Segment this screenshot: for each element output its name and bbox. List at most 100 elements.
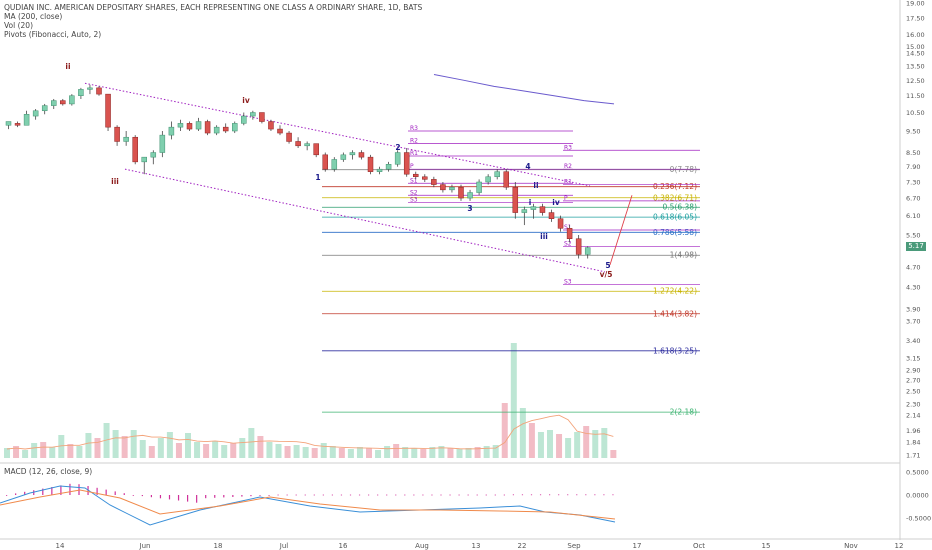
- volume-bar: [185, 433, 191, 458]
- y-tick-label: 9.50: [906, 128, 920, 136]
- macd-histogram-bar: [177, 495, 180, 501]
- candle-body: [413, 173, 419, 178]
- volume-bar: [347, 449, 354, 458]
- candle-body: [186, 123, 193, 130]
- macd-tick-label: 0.5000: [906, 469, 929, 477]
- y-tick-label: 16.00: [906, 31, 925, 39]
- candle-body: [5, 121, 12, 126]
- y-tick-label: 2.30: [906, 400, 920, 408]
- y-tick-label: 1.84: [906, 438, 920, 446]
- candle-body: [114, 126, 120, 142]
- macd-legend[interactable]: MACD (12, 26, close, 9): [4, 467, 93, 476]
- candle-body: [105, 93, 111, 128]
- volume-bar: [248, 428, 255, 458]
- macd-tick-label: 0.0000: [906, 492, 929, 500]
- macd-histogram-bar: [250, 495, 252, 497]
- y-tick-label: 7.30: [906, 179, 920, 187]
- volume-bar: [175, 443, 182, 458]
- volume-bar: [293, 445, 300, 458]
- pivots-legend[interactable]: Pivots (Fibonacci, Auto, 2): [4, 30, 102, 39]
- x-tick-label: Jun: [139, 542, 151, 550]
- candlesticks: [5, 84, 591, 259]
- volume-bar: [4, 448, 10, 458]
- candle-body: [141, 156, 147, 163]
- candle-body: [322, 154, 328, 170]
- macd-histogram-bar: [395, 494, 397, 496]
- fib-label: 0(7.78): [670, 165, 697, 174]
- volume-ma-line: [6, 414, 614, 450]
- fib-label: 1.414(3.82): [653, 309, 697, 318]
- macd-histogram-bar: [494, 494, 496, 496]
- volume-bar: [483, 446, 490, 458]
- y-tick-label: 2.90: [906, 366, 920, 374]
- ma-legend[interactable]: MA (200, close): [4, 12, 63, 21]
- candle-body: [503, 171, 509, 188]
- wave-label: 3: [467, 204, 472, 213]
- vol-legend[interactable]: Vol (20): [4, 21, 34, 30]
- macd-histogram-bar: [413, 494, 415, 496]
- volume-bar: [356, 447, 363, 458]
- candle-body: [403, 152, 410, 175]
- candle-body: [449, 186, 455, 191]
- pivot-label: R3: [410, 125, 418, 132]
- time-axis[interactable]: 14 Jun 18 Jul 16 Aug 13 22 Sep 17 Oct 15 Nov 12: [56, 542, 904, 550]
- candle-body: [394, 152, 401, 165]
- volume-bar: [384, 446, 391, 458]
- channel-lower: [124, 168, 606, 273]
- volume-bar: [474, 447, 481, 458]
- x-tick-label: 18: [214, 542, 223, 550]
- candle-body: [60, 100, 66, 105]
- y-tick-label: 7.90: [906, 163, 920, 171]
- candle-body: [78, 89, 84, 96]
- fib-label: 0.618(6.05): [653, 213, 697, 222]
- macd-histogram-bar: [558, 494, 560, 496]
- ma-line: [433, 74, 615, 105]
- volume-bar: [212, 441, 219, 458]
- pivot-label: R1: [410, 150, 418, 157]
- macd-histogram-bar: [105, 489, 107, 495]
- candle-body: [458, 186, 464, 199]
- x-tick-label: Oct: [693, 542, 705, 550]
- last-price-badge: 5.17: [906, 242, 926, 251]
- y-tick-label: 2.14: [906, 412, 920, 420]
- macd-histogram-bar: [205, 495, 207, 499]
- volume-bar: [275, 444, 282, 458]
- y-tick-label: 11.50: [906, 92, 925, 100]
- x-tick-label: 16: [339, 542, 348, 550]
- volume-bar: [411, 448, 418, 458]
- wave-label: 2: [395, 143, 400, 152]
- pivot-label: P: [564, 195, 568, 202]
- macd-histogram-bar: [594, 494, 596, 496]
- wave-label: iii: [111, 177, 119, 186]
- macd-histogram-bar: [286, 494, 288, 496]
- y-tick-label: 6.10: [906, 212, 920, 220]
- y-tick-label: 2.50: [906, 388, 920, 396]
- candle-body: [150, 152, 157, 158]
- candle-body: [512, 186, 519, 213]
- macd-histogram-bar: [15, 493, 17, 495]
- y-tick-label: 2.70: [906, 377, 920, 385]
- macd-histogram-bar: [431, 494, 433, 496]
- macd-histogram-bar: [241, 495, 243, 497]
- signal-line: [0, 489, 616, 520]
- x-tick-label: 14: [56, 542, 65, 550]
- wave-label: iii: [540, 232, 548, 241]
- macd-histogram-bar: [567, 494, 569, 496]
- y-tick-label: 3.40: [906, 337, 920, 345]
- volume-bar: [519, 408, 526, 458]
- volume-bar: [194, 442, 201, 458]
- candle-body: [132, 136, 138, 163]
- macd-histogram-bar: [512, 494, 514, 496]
- macd-histogram-bar: [223, 495, 225, 498]
- candle-body: [41, 105, 48, 112]
- volume-bar: [456, 449, 463, 458]
- y-tick-label: 17.50: [906, 15, 925, 23]
- macd-tick-label: -0.5000: [906, 515, 931, 523]
- macd-histogram-bar: [6, 495, 8, 496]
- macd-histogram-bar: [78, 484, 80, 495]
- candle-body: [440, 184, 446, 191]
